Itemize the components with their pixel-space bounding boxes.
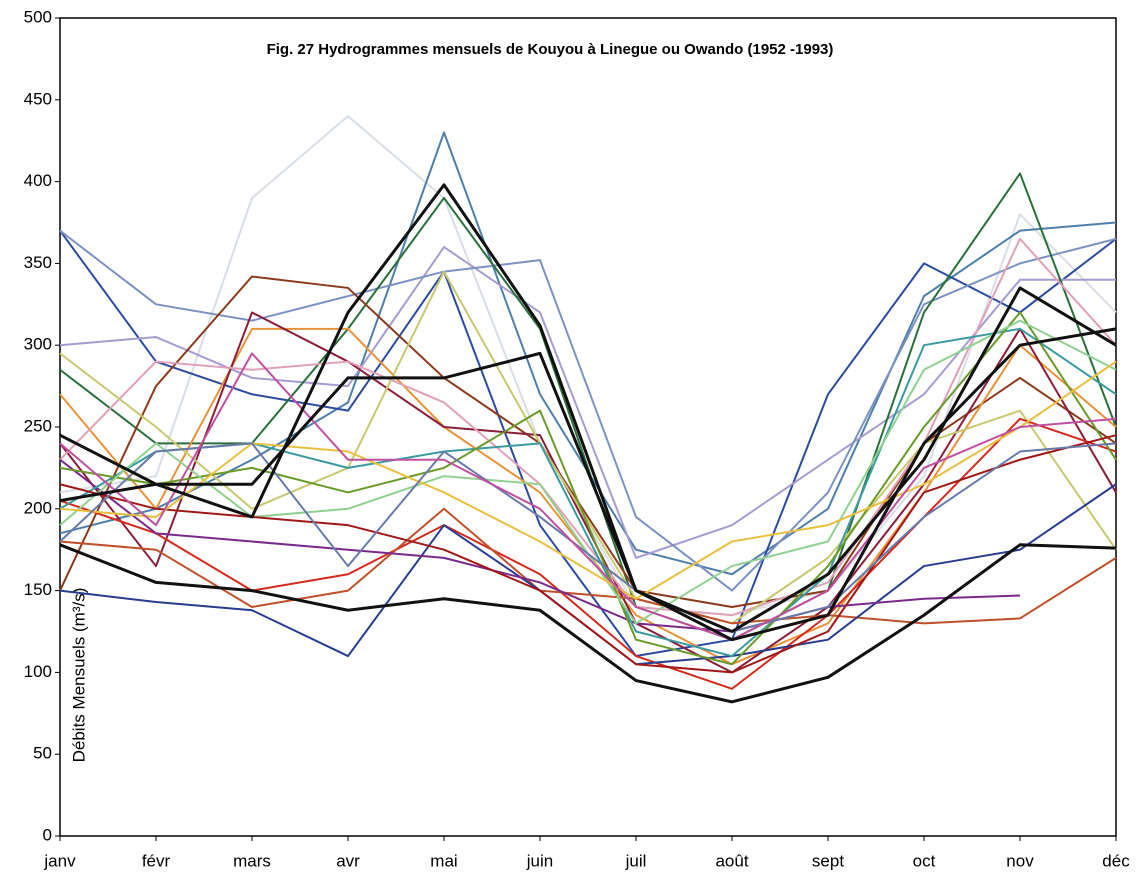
series-line [59, 360, 1117, 600]
x-tick-label: juin [526, 851, 553, 870]
y-tick-label: 200 [24, 498, 52, 517]
x-tick-label: juil [625, 851, 647, 870]
series-line [59, 543, 1117, 704]
series-line [59, 311, 1117, 674]
series-line [59, 311, 1117, 666]
x-tick-label: août [715, 851, 748, 870]
y-tick-label: 150 [24, 580, 52, 599]
y-tick-label: 0 [43, 825, 52, 844]
y-tick-label: 400 [24, 171, 52, 190]
series-line [59, 483, 1117, 666]
series-line [59, 417, 1117, 690]
x-tick-label: déc [1102, 851, 1130, 870]
y-tick-label: 500 [24, 7, 52, 26]
x-tick-label: sept [812, 851, 844, 870]
series-line [59, 442, 1117, 633]
x-tick-label: févr [142, 851, 171, 870]
series-line [59, 458, 1021, 633]
y-tick-label: 250 [24, 416, 52, 435]
x-tick-label: nov [1006, 851, 1034, 870]
y-tick-label: 100 [24, 662, 52, 681]
series-line [59, 172, 1117, 641]
series-line [59, 229, 1117, 592]
x-tick-label: mai [430, 851, 457, 870]
y-axis-label: Débits Mensuels (m³/s) [69, 588, 88, 763]
series-line [59, 270, 1117, 625]
plot-frame [59, 17, 1117, 837]
x-tick-label: mars [233, 851, 271, 870]
series-line [59, 246, 1116, 559]
series-line [59, 230, 1117, 658]
chart-title: Fig. 27 Hydrogrammes mensuels de Kouyou … [267, 41, 834, 58]
y-tick-label: 450 [24, 89, 52, 108]
series-line [59, 327, 1117, 642]
series-line [59, 115, 1117, 617]
x-tick-label: oct [913, 851, 936, 870]
x-tick-label: janv [43, 851, 76, 870]
series-line [59, 434, 1117, 674]
series-line [59, 507, 1117, 625]
series-line [59, 183, 1117, 633]
y-tick-label: 300 [24, 335, 52, 354]
y-tick-label: 350 [24, 253, 52, 272]
y-tick-label: 50 [33, 744, 52, 763]
x-tick-label: avr [336, 851, 360, 870]
series-line [59, 352, 1117, 641]
